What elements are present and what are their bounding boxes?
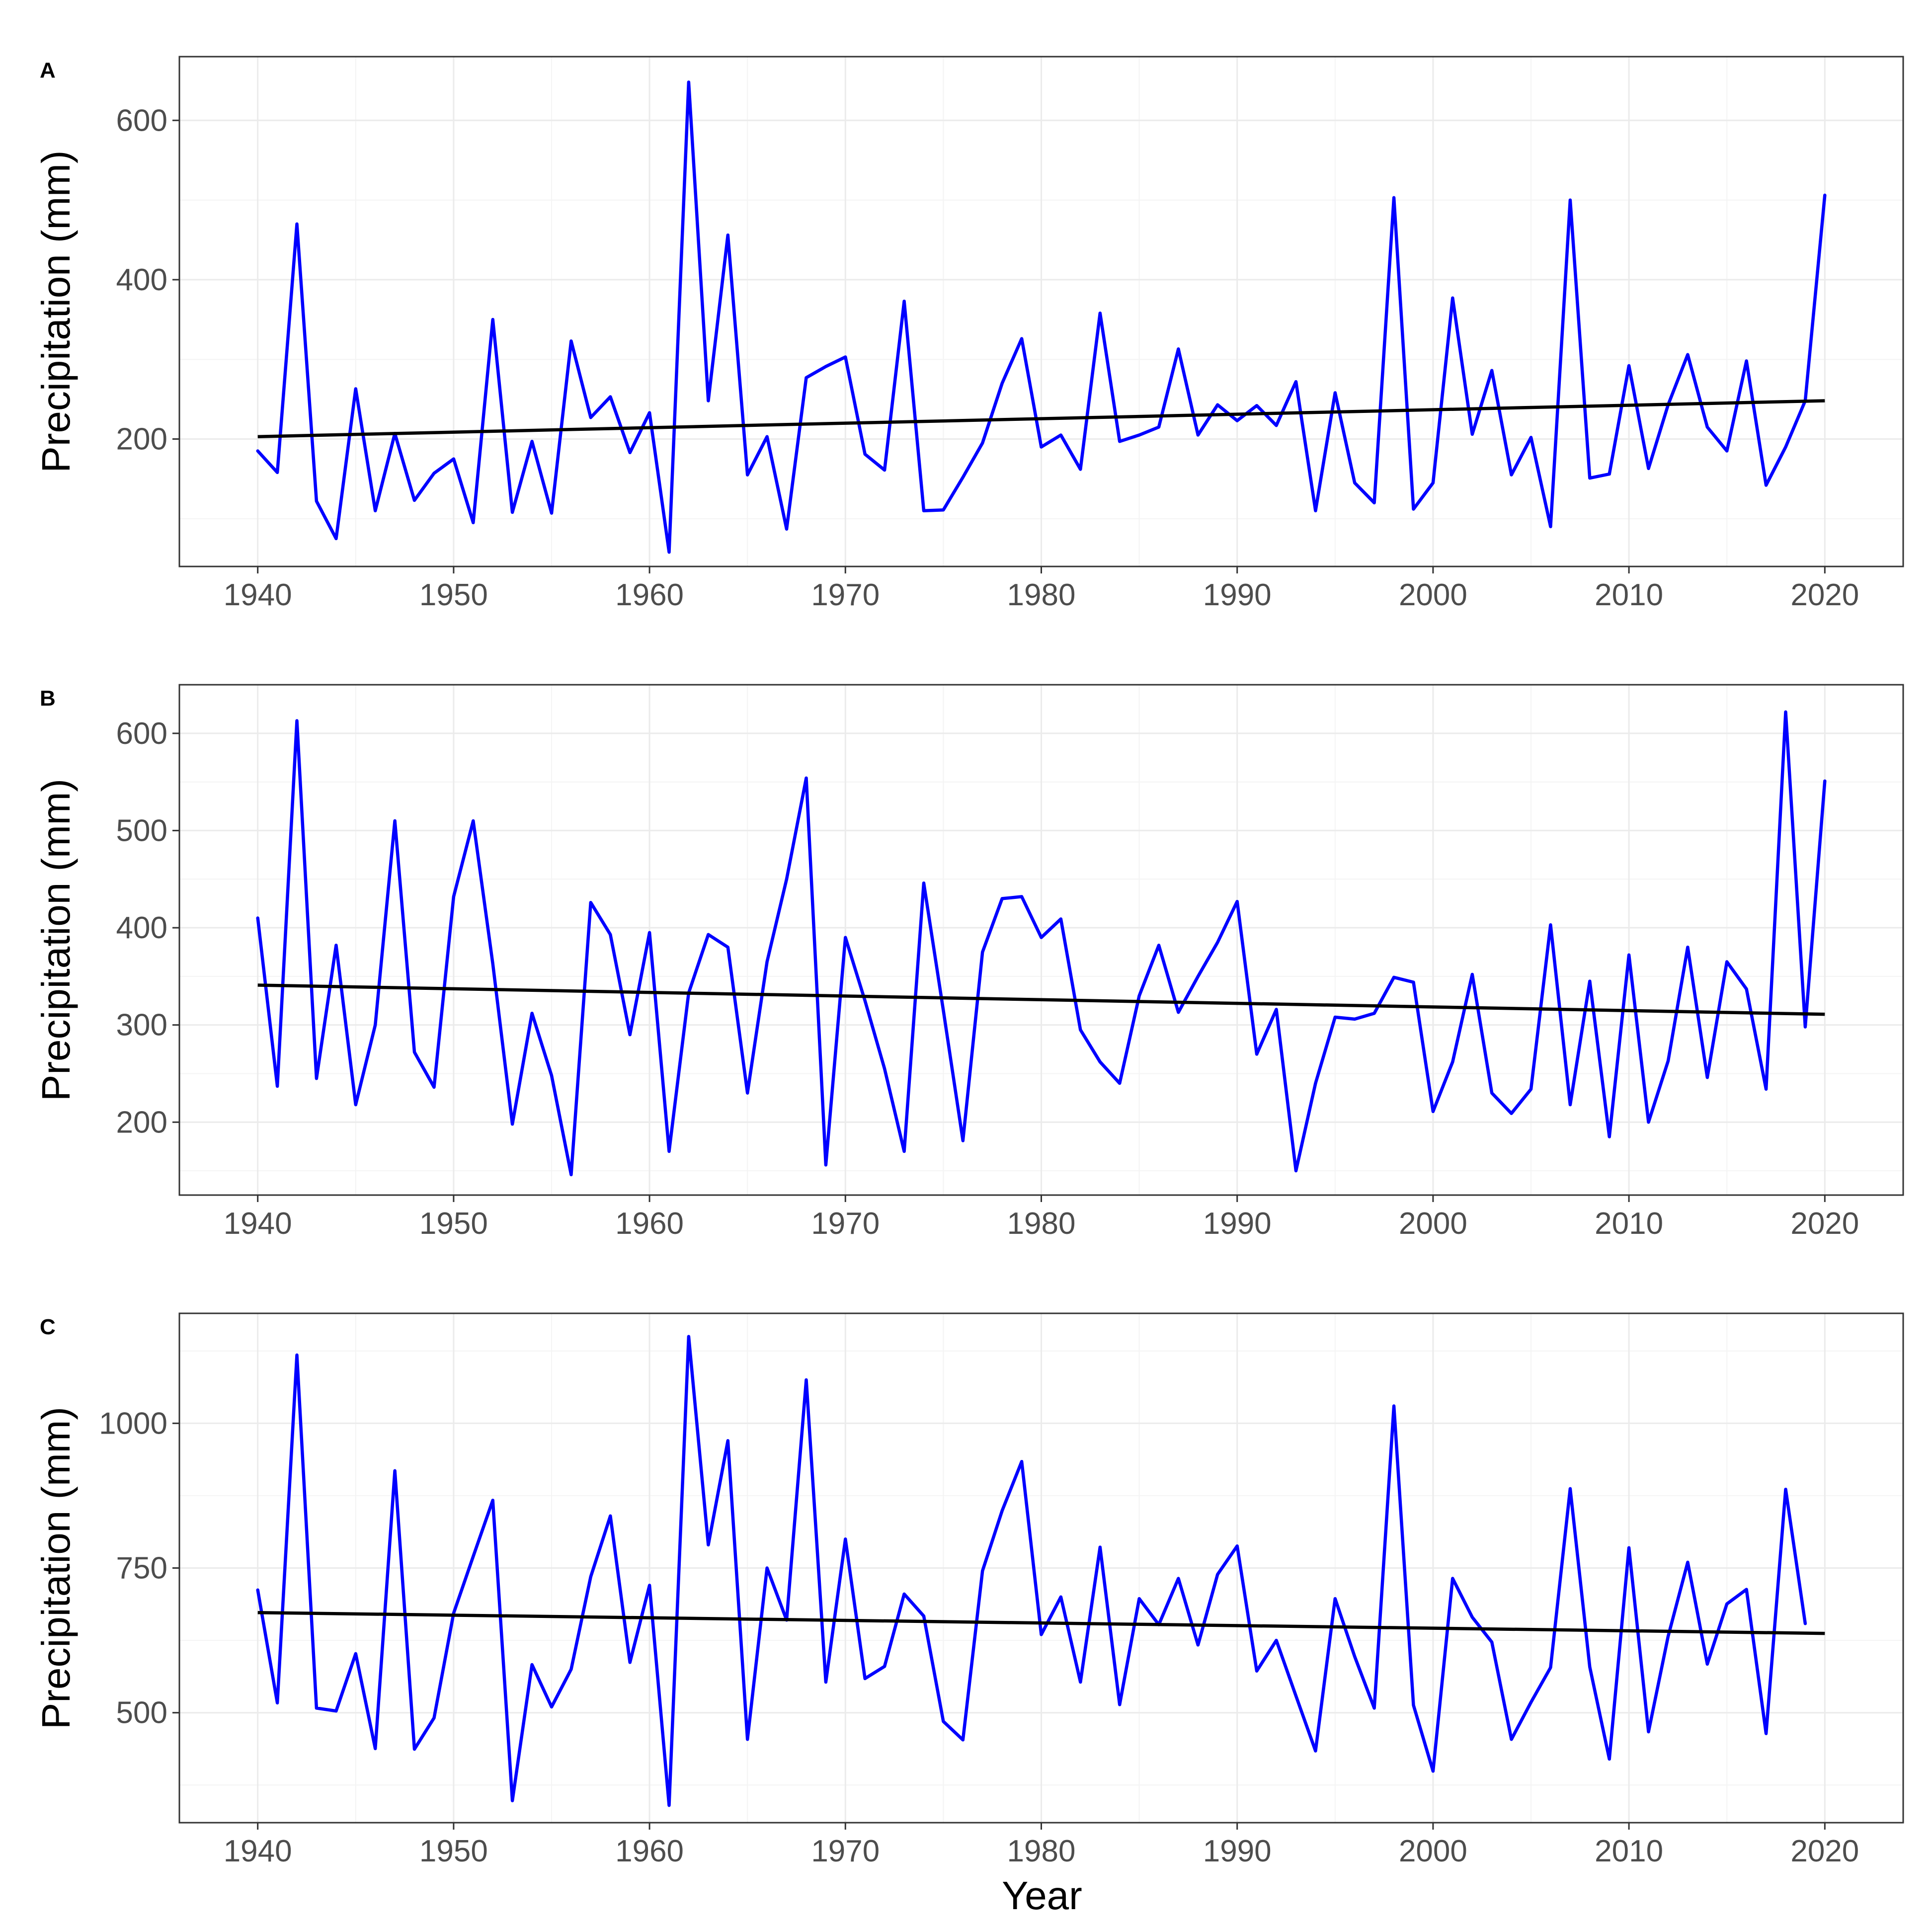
x-tick-label: 1950 [419,578,488,612]
x-tick-label: 1990 [1203,1207,1272,1241]
y-tick-label: 200 [116,422,167,457]
x-tick-label: 1990 [1203,1834,1272,1868]
x-tick-label: 2000 [1399,578,1467,612]
y-tick-label: 600 [116,103,167,138]
panel-b: B 200 300 400 500 600 1940 1950 1960 1970 1980 199… [34,684,1904,1241]
y-axis-title: Precipitation (mm) [34,150,78,473]
trend-line [257,1610,1825,1635]
x-tick-label: 1950 [419,1834,488,1868]
panel-c: C 500 750 1000 1940 1950 1960 1970 1980 1990 2000… [34,1312,1904,1868]
x-tick-label: 2000 [1399,1207,1467,1241]
x-tick-label: 2010 [1595,1207,1663,1241]
y-tick-label: 200 [116,1105,167,1139]
x-tick-label: 1940 [224,578,292,612]
y-tick-label: 300 [116,1008,167,1043]
x-tick-label: 1980 [1007,1207,1076,1241]
x-tick-label: 1970 [811,1207,880,1241]
precipitation-series-line [256,710,1827,1177]
x-tick-label: 2010 [1595,578,1663,612]
trend-line [257,983,1825,1016]
x-tick-label: 1980 [1007,578,1076,612]
x-tick-label: 1980 [1007,1834,1076,1868]
y-tick-label: 500 [116,813,167,848]
y-tick-label: 1000 [99,1406,167,1441]
y-tick-label: 500 [116,1696,167,1730]
x-tick-label: 1940 [224,1834,292,1868]
x-axis-title: Year [1002,1873,1082,1918]
x-tick-label: 2020 [1790,578,1859,612]
x-tick-label: 1990 [1203,578,1272,612]
x-tick-label: 1950 [419,1207,488,1241]
x-tick-label: 1960 [615,1207,684,1241]
x-tick-label: 1960 [615,578,684,612]
x-tick-label: 2020 [1790,1207,1859,1241]
y-tick-label: 400 [116,263,167,297]
panel-a-label: A [40,58,56,82]
panel-a: A 200 400 600 1940 1950 1960 1970 1980 1990 2000 2… [34,56,1904,612]
y-tick-label: 600 [116,717,167,751]
x-tick-label: 2020 [1790,1834,1859,1868]
y-axis-title: Precipitation (mm) [34,779,78,1101]
precipitation-series-line [256,80,1827,554]
panel-b-label: B [40,686,56,711]
y-tick-label: 400 [116,911,167,945]
x-tick-label: 1970 [811,1834,880,1868]
y-tick-label: 750 [116,1551,167,1586]
precipitation-series-line [256,1335,1807,1807]
panel-c-label: C [40,1315,56,1339]
trend-line [257,399,1825,438]
x-tick-label: 1960 [615,1834,684,1868]
x-tick-label: 1970 [811,578,880,612]
y-axis-title: Precipitation (mm) [34,1407,78,1729]
x-tick-label: 2000 [1399,1834,1467,1868]
x-tick-label: 2010 [1595,1834,1663,1868]
x-tick-label: 1940 [224,1207,292,1241]
